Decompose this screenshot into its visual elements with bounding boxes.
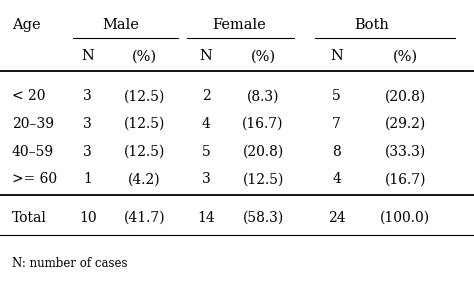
- Text: N: N: [330, 49, 343, 63]
- Text: 40–59: 40–59: [12, 145, 54, 159]
- Text: (12.5): (12.5): [124, 117, 165, 131]
- Text: N: number of cases: N: number of cases: [12, 257, 128, 270]
- Text: Both: Both: [355, 18, 390, 32]
- Text: 2: 2: [202, 89, 210, 103]
- Text: 3: 3: [83, 117, 92, 131]
- Text: 3: 3: [83, 145, 92, 159]
- Text: (33.3): (33.3): [384, 145, 426, 159]
- Text: (16.7): (16.7): [384, 172, 426, 186]
- Text: (%): (%): [250, 49, 276, 63]
- Text: (%): (%): [392, 49, 418, 63]
- Text: Total: Total: [12, 211, 47, 225]
- Text: 5: 5: [202, 145, 210, 159]
- Text: 5: 5: [332, 89, 341, 103]
- Text: (8.3): (8.3): [247, 89, 279, 103]
- Text: (41.7): (41.7): [124, 211, 165, 225]
- Text: Male: Male: [102, 18, 139, 32]
- Text: 14: 14: [197, 211, 215, 225]
- Text: 4: 4: [332, 172, 341, 186]
- Text: 3: 3: [83, 89, 92, 103]
- Text: (12.5): (12.5): [124, 89, 165, 103]
- Text: (12.5): (12.5): [124, 145, 165, 159]
- Text: Female: Female: [212, 18, 266, 32]
- Text: (58.3): (58.3): [242, 211, 284, 225]
- Text: 8: 8: [332, 145, 341, 159]
- Text: N: N: [81, 49, 94, 63]
- Text: 20–39: 20–39: [12, 117, 54, 131]
- Text: < 20: < 20: [12, 89, 46, 103]
- Text: (12.5): (12.5): [242, 172, 284, 186]
- Text: (20.8): (20.8): [242, 145, 284, 159]
- Text: 24: 24: [328, 211, 346, 225]
- Text: N: N: [200, 49, 213, 63]
- Text: (4.2): (4.2): [128, 172, 161, 186]
- Text: (100.0): (100.0): [380, 211, 430, 225]
- Text: 4: 4: [202, 117, 210, 131]
- Text: (29.2): (29.2): [384, 117, 426, 131]
- Text: 3: 3: [202, 172, 210, 186]
- Text: 10: 10: [79, 211, 97, 225]
- Text: (20.8): (20.8): [384, 89, 426, 103]
- Text: (%): (%): [132, 49, 157, 63]
- Text: 1: 1: [83, 172, 92, 186]
- Text: (16.7): (16.7): [242, 117, 284, 131]
- Text: >= 60: >= 60: [12, 172, 57, 186]
- Text: Age: Age: [12, 18, 40, 32]
- Text: 7: 7: [332, 117, 341, 131]
